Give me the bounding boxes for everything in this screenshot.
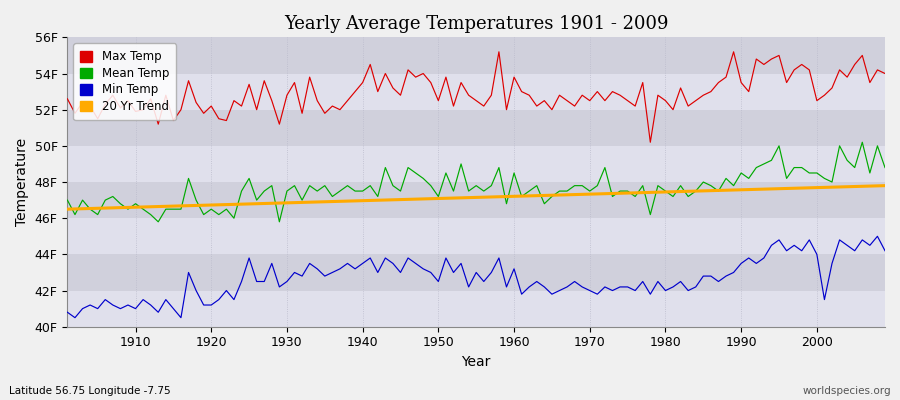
Bar [68,146,885,182]
Bar [68,218,885,254]
Bar [68,37,885,74]
Legend: Max Temp, Mean Temp, Min Temp, 20 Yr Trend: Max Temp, Mean Temp, Min Temp, 20 Yr Tre… [73,43,176,120]
Text: Latitude 56.75 Longitude -7.75: Latitude 56.75 Longitude -7.75 [9,386,171,396]
Bar [68,254,885,290]
Y-axis label: Temperature: Temperature [15,138,29,226]
X-axis label: Year: Year [462,355,490,369]
Title: Yearly Average Temperatures 1901 - 2009: Yearly Average Temperatures 1901 - 2009 [284,15,669,33]
Bar [68,110,885,146]
Bar [68,290,885,327]
Bar [68,182,885,218]
Text: worldspecies.org: worldspecies.org [803,386,891,396]
Bar [68,74,885,110]
